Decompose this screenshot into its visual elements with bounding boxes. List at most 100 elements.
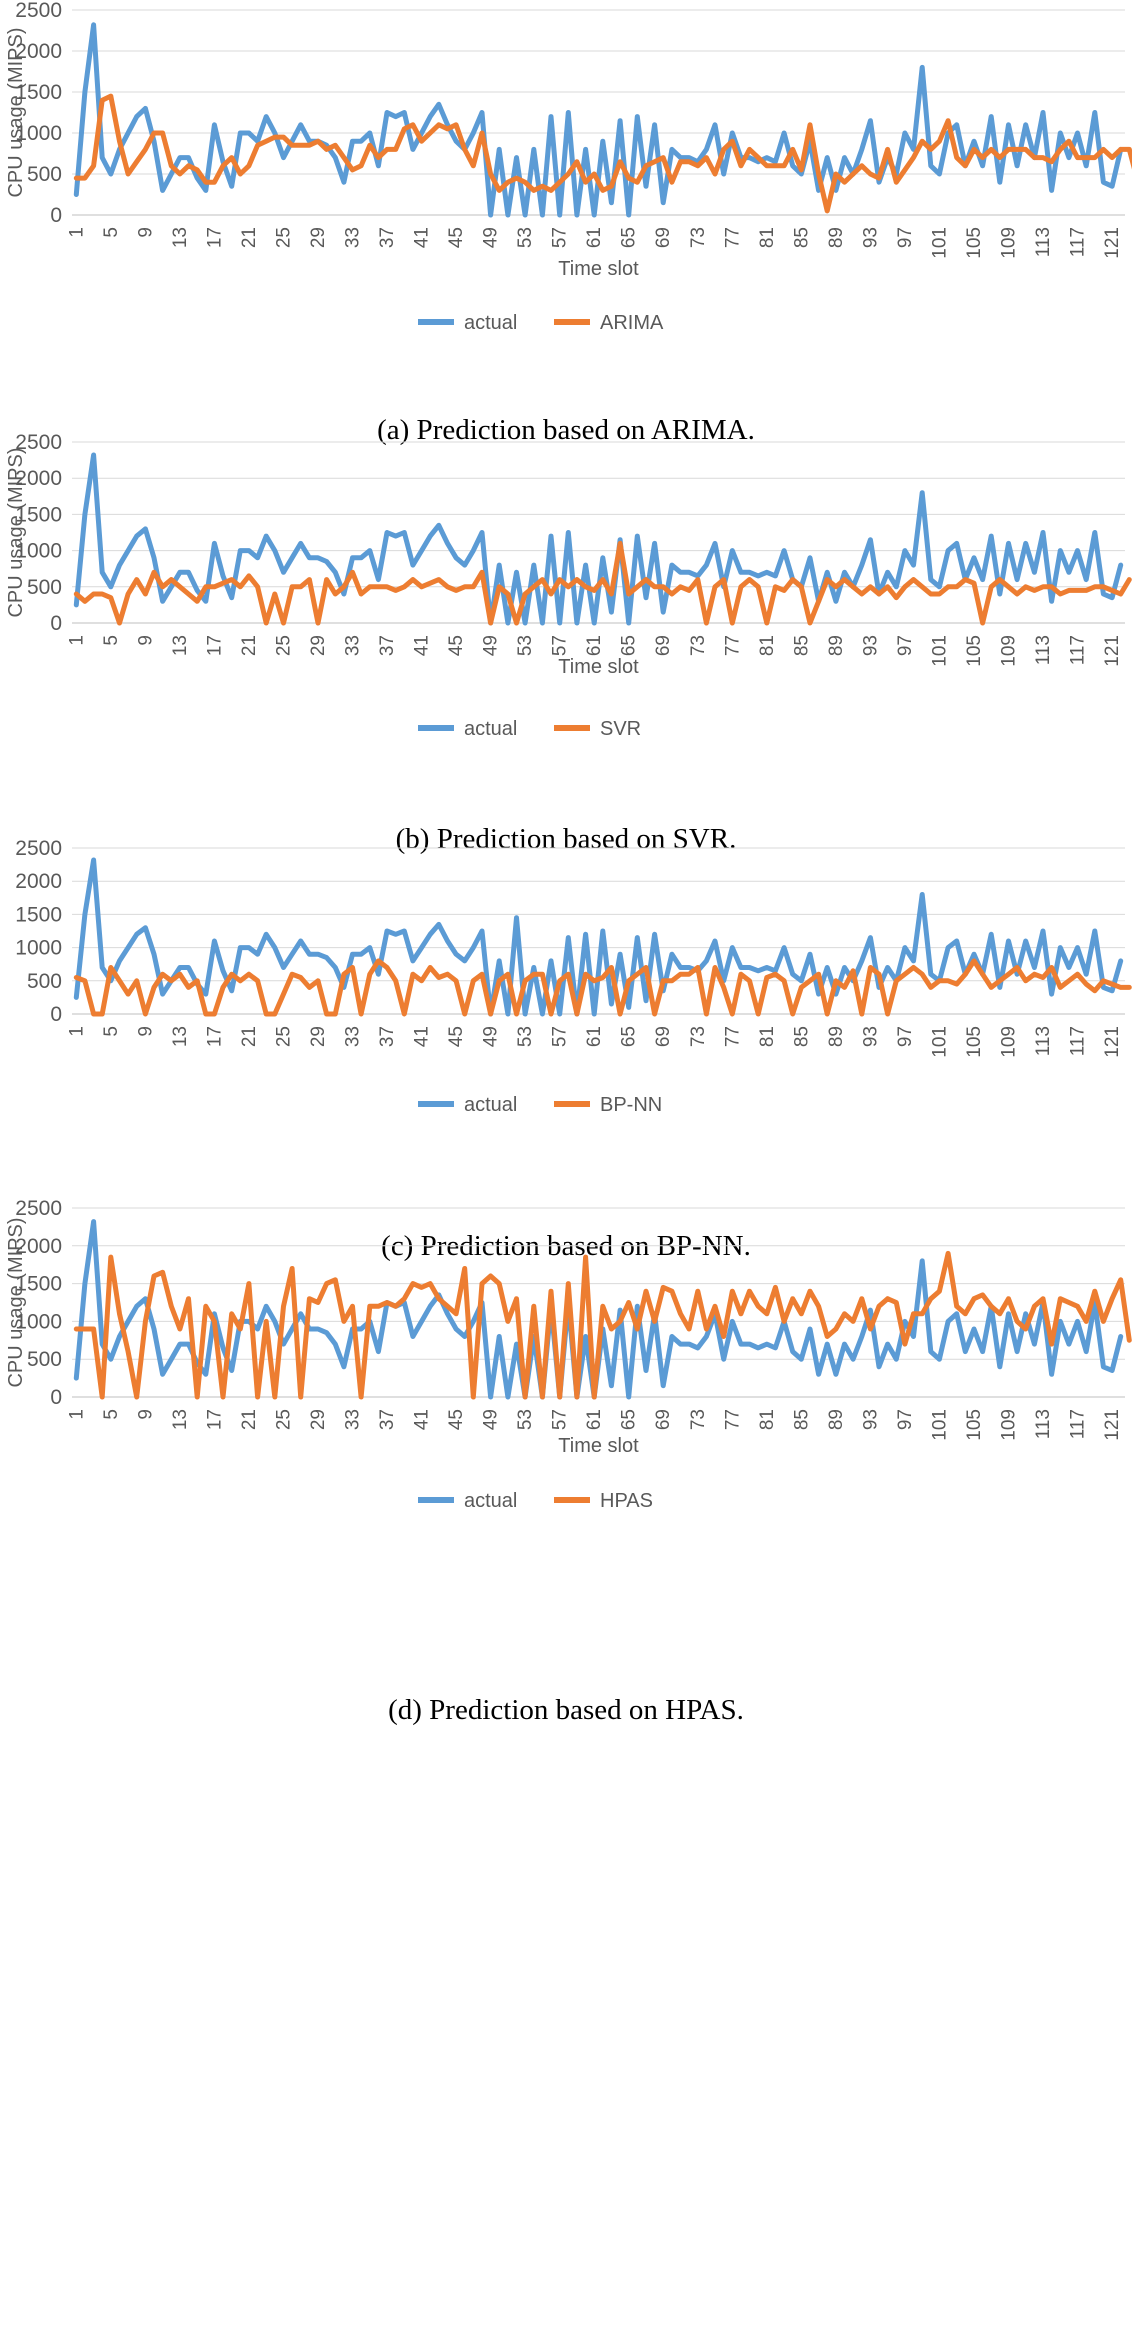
- x-tick-label: 29: [308, 635, 329, 656]
- caption-d: (d) Prediction based on HPAS.: [388, 1694, 744, 1726]
- y-tick-label: 1000: [15, 1310, 62, 1333]
- x-tick-label: 121: [1102, 1409, 1123, 1441]
- x-tick-label: 117: [1068, 635, 1089, 665]
- x-axis-label: Time slot: [558, 1435, 639, 1457]
- x-tick-label: 109: [998, 1026, 1019, 1058]
- x-tick-label: 1: [66, 635, 87, 646]
- x-tick-label: 117: [1068, 227, 1089, 257]
- chart-panel-a: 0 500 1000 1500 2000 2500 1 5 9 13 17 21 25 29 33 37 41 4…: [0, 0, 1132, 580]
- x-tick-label: 121: [1102, 1026, 1123, 1058]
- x-tick-label: 85: [791, 635, 812, 656]
- caption-b: (b) Prediction based on SVR.: [395, 823, 737, 855]
- y-tick-label: 2000: [15, 40, 62, 63]
- x-tick-label: 1: [66, 1026, 87, 1037]
- y-tick-label: 2000: [15, 467, 62, 490]
- y-tick-label: 500: [27, 163, 62, 186]
- x-tick-label: 61: [584, 635, 605, 656]
- x-tick-label: 65: [619, 1026, 640, 1047]
- x-tick-label: 73: [688, 227, 709, 248]
- x-tick-label: 9: [135, 635, 156, 646]
- x-tick-label: 85: [791, 227, 812, 248]
- x-tick-label: 109: [998, 1409, 1019, 1441]
- x-tick-label: 37: [377, 227, 398, 248]
- x-tick-label: 97: [895, 1026, 916, 1047]
- x-tick-label: 117: [1068, 1026, 1089, 1056]
- x-tick-label: 33: [343, 635, 364, 656]
- y-tick-label: 2500: [15, 837, 62, 860]
- x-tick-label: 65: [619, 1409, 640, 1430]
- x-tick-label: 17: [204, 227, 225, 248]
- series-line-hpas: [73, 1250, 1132, 1400]
- x-tick-label: 5: [101, 1409, 122, 1420]
- x-tick-label: 85: [791, 1409, 812, 1430]
- x-tick-label: 5: [101, 227, 122, 238]
- x-tick-label: 121: [1102, 227, 1123, 259]
- x-tick-label: 69: [653, 635, 674, 656]
- y-tick-label: 1500: [15, 81, 62, 104]
- legend-label-model: SVR: [600, 718, 641, 740]
- x-tick-label: 73: [688, 1026, 709, 1047]
- x-tick-label: 89: [826, 1026, 847, 1047]
- x-tick-label: 101: [929, 1409, 950, 1441]
- x-tick-label: 113: [1033, 635, 1054, 665]
- x-tick-label: 85: [791, 1026, 812, 1047]
- x-tick-label: 29: [308, 1026, 329, 1047]
- y-tick-label: 2000: [15, 870, 62, 893]
- x-tick-label: 61: [584, 1409, 605, 1430]
- x-tick-label: 33: [343, 227, 364, 248]
- series-line-svr: [73, 540, 1132, 626]
- x-tick-label: 105: [964, 1409, 985, 1441]
- x-tick-label: 25: [273, 1026, 294, 1047]
- x-tick-label: 49: [481, 1026, 502, 1047]
- x-tick-label: 89: [826, 227, 847, 248]
- chart-d-svg: 0 500 1000 1500 2000 2500 1 5 9 13 17 21 25 29 33 37 41 4…: [5, 1197, 1132, 1512]
- x-tick-label: 13: [170, 635, 191, 656]
- y-tick-label: 2000: [15, 1235, 62, 1258]
- series-line-arima: [73, 93, 1132, 214]
- x-axis-label: Time slot: [558, 656, 639, 678]
- x-tick-label: 101: [929, 635, 950, 667]
- legend-label-model: BP-NN: [600, 1094, 662, 1116]
- x-tick-label: 13: [170, 227, 191, 248]
- x-tick-label: 29: [308, 227, 329, 248]
- x-tick-label: 53: [515, 1409, 536, 1430]
- x-tick-label: 121: [1102, 635, 1123, 667]
- x-tick-label: 65: [619, 635, 640, 656]
- x-tick-label: 13: [170, 1409, 191, 1430]
- x-tick-label: 97: [895, 1409, 916, 1430]
- x-tick-label: 97: [895, 635, 916, 656]
- legend-label-actual: actual: [464, 1094, 517, 1116]
- y-tick-label: 2500: [15, 431, 62, 454]
- series-line-actual: [73, 452, 1124, 626]
- x-tick-label: 53: [515, 1026, 536, 1047]
- series-line-bp-nn: [73, 958, 1132, 1017]
- x-tick-label: 105: [964, 1026, 985, 1058]
- y-tick-label: 1000: [15, 122, 62, 145]
- x-tick-label: 9: [135, 1409, 156, 1420]
- x-tick-label: 9: [135, 227, 156, 238]
- y-axis-label: CPU usage (MIPS): [5, 27, 27, 197]
- x-tick-label: 21: [239, 1026, 260, 1047]
- x-tick-label: 49: [481, 1409, 502, 1430]
- x-tick-label: 81: [757, 1409, 778, 1430]
- x-tick-label: 57: [550, 227, 571, 248]
- x-tick-label: 37: [377, 1026, 398, 1047]
- legend-label-actual: actual: [464, 718, 517, 740]
- x-tick-label: 117: [1068, 1409, 1089, 1439]
- caption-a: (a) Prediction based on ARIMA.: [377, 414, 755, 446]
- x-tick-label: 57: [550, 635, 571, 656]
- x-tick-label: 61: [584, 1026, 605, 1047]
- x-tick-label: 21: [239, 227, 260, 248]
- x-tick-label: 37: [377, 635, 398, 656]
- chart-panel-b: 0 500 1000 1500 2000 2500 1 5 9 13 17 21 25 29 33 37 41 4…: [0, 410, 1132, 990]
- y-tick-label: 0: [50, 612, 62, 635]
- x-tick-label: 45: [446, 1409, 467, 1430]
- y-tick-label: 500: [27, 1348, 62, 1371]
- x-tick-label: 61: [584, 227, 605, 248]
- chart-b-svg: 0 500 1000 1500 2000 2500 1 5 9 13 17 21 25 29 33 37 41 4…: [5, 431, 1132, 740]
- x-tick-label: 33: [343, 1026, 364, 1047]
- chart-panel-d: 0 500 1000 1500 2000 2500 1 5 9 13 17 21 25 29 33 37 41 4…: [0, 1176, 1132, 1756]
- chart-panel-c: 0 500 1000 1500 2000 2500 1 5 9 13 17 21 25 29 33 37 41 4…: [0, 818, 1132, 1398]
- x-tick-label: 9: [135, 1026, 156, 1037]
- x-tick-label: 25: [273, 635, 294, 656]
